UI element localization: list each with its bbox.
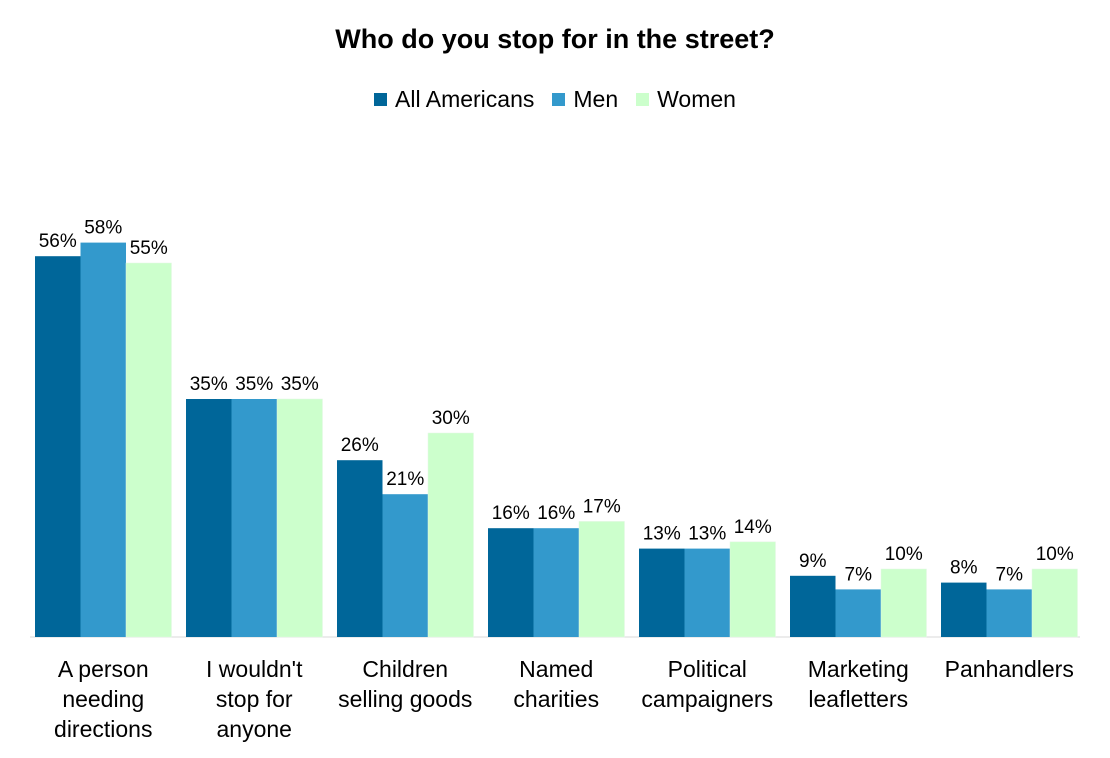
bar bbox=[488, 528, 534, 637]
category-label-line: directions bbox=[54, 716, 152, 742]
data-label: 7% bbox=[845, 564, 873, 585]
bar bbox=[790, 575, 836, 637]
bar bbox=[125, 262, 172, 638]
chart-title: Who do you stop for in the street? bbox=[335, 24, 775, 54]
bar bbox=[276, 398, 323, 638]
data-label: 16% bbox=[492, 503, 530, 524]
legend-label: Men bbox=[573, 86, 619, 112]
data-label: 10% bbox=[885, 544, 923, 565]
data-label: 55% bbox=[130, 238, 168, 259]
bar bbox=[880, 568, 927, 638]
bar bbox=[986, 589, 1032, 637]
data-label: 56% bbox=[39, 231, 77, 252]
category-label-line: leafletters bbox=[808, 686, 908, 712]
category-label-line: Marketing bbox=[808, 656, 909, 682]
category-label-line: campaigners bbox=[641, 686, 773, 712]
legend-label: All Americans bbox=[395, 86, 535, 112]
data-label: 14% bbox=[734, 517, 772, 538]
bar bbox=[835, 589, 881, 637]
data-label: 7% bbox=[996, 564, 1024, 585]
data-label: 35% bbox=[190, 374, 228, 395]
category-label: Named charities bbox=[513, 656, 599, 712]
legend: All Americans Men Women bbox=[0, 86, 1110, 113]
category-label: I wouldn't stop for anyone bbox=[206, 656, 303, 742]
bar bbox=[231, 399, 277, 637]
bar bbox=[427, 432, 474, 638]
category-label: Children selling goods bbox=[338, 656, 472, 712]
category-label-line: needing bbox=[62, 686, 144, 712]
legend-item: Men bbox=[552, 86, 618, 113]
bar bbox=[941, 582, 987, 637]
data-label: 35% bbox=[235, 374, 273, 395]
bar bbox=[80, 242, 126, 637]
data-label: 8% bbox=[950, 558, 978, 579]
category-label: A person needing directions bbox=[54, 656, 152, 742]
legend-swatch bbox=[636, 93, 650, 106]
legend-item: All Americans bbox=[374, 86, 534, 113]
bar bbox=[639, 548, 685, 637]
category-label-line: charities bbox=[513, 686, 599, 712]
category-label-line: I wouldn't bbox=[206, 656, 303, 682]
bar bbox=[684, 548, 730, 637]
bar bbox=[337, 460, 383, 637]
bar bbox=[578, 521, 625, 638]
category-label-line: selling goods bbox=[338, 686, 472, 712]
legend-item: Women bbox=[636, 86, 736, 113]
data-label: 13% bbox=[688, 524, 726, 545]
legend-label: Women bbox=[657, 86, 736, 112]
bar bbox=[729, 541, 776, 638]
category-label: Political campaigners bbox=[641, 656, 773, 712]
category-label-line: Children bbox=[362, 656, 448, 682]
bar bbox=[533, 528, 579, 637]
bar bbox=[382, 494, 428, 637]
data-label: 16% bbox=[537, 503, 575, 524]
category-label-line: A person bbox=[58, 656, 149, 682]
bar bbox=[35, 256, 81, 637]
data-label: 21% bbox=[386, 469, 424, 490]
data-label: 58% bbox=[84, 218, 122, 239]
data-label: 17% bbox=[583, 496, 621, 517]
category-label-line: Panhandlers bbox=[945, 656, 1074, 682]
category-label-line: anyone bbox=[217, 716, 292, 742]
category-label-line: stop for bbox=[216, 686, 293, 712]
data-label: 10% bbox=[1036, 544, 1074, 565]
data-label: 9% bbox=[799, 551, 827, 572]
bar bbox=[1031, 568, 1078, 638]
category-label: Panhandlers bbox=[945, 656, 1074, 682]
bar bbox=[186, 399, 232, 637]
category-label-line: Political bbox=[668, 656, 747, 682]
data-label: 30% bbox=[432, 408, 470, 429]
category-label: Marketing leafletters bbox=[808, 656, 909, 712]
legend-swatch bbox=[374, 93, 388, 106]
data-label: 35% bbox=[281, 374, 319, 395]
data-label: 13% bbox=[643, 524, 681, 545]
legend-swatch bbox=[552, 93, 566, 106]
category-label-line: Named bbox=[519, 656, 593, 682]
data-label: 26% bbox=[341, 435, 379, 456]
